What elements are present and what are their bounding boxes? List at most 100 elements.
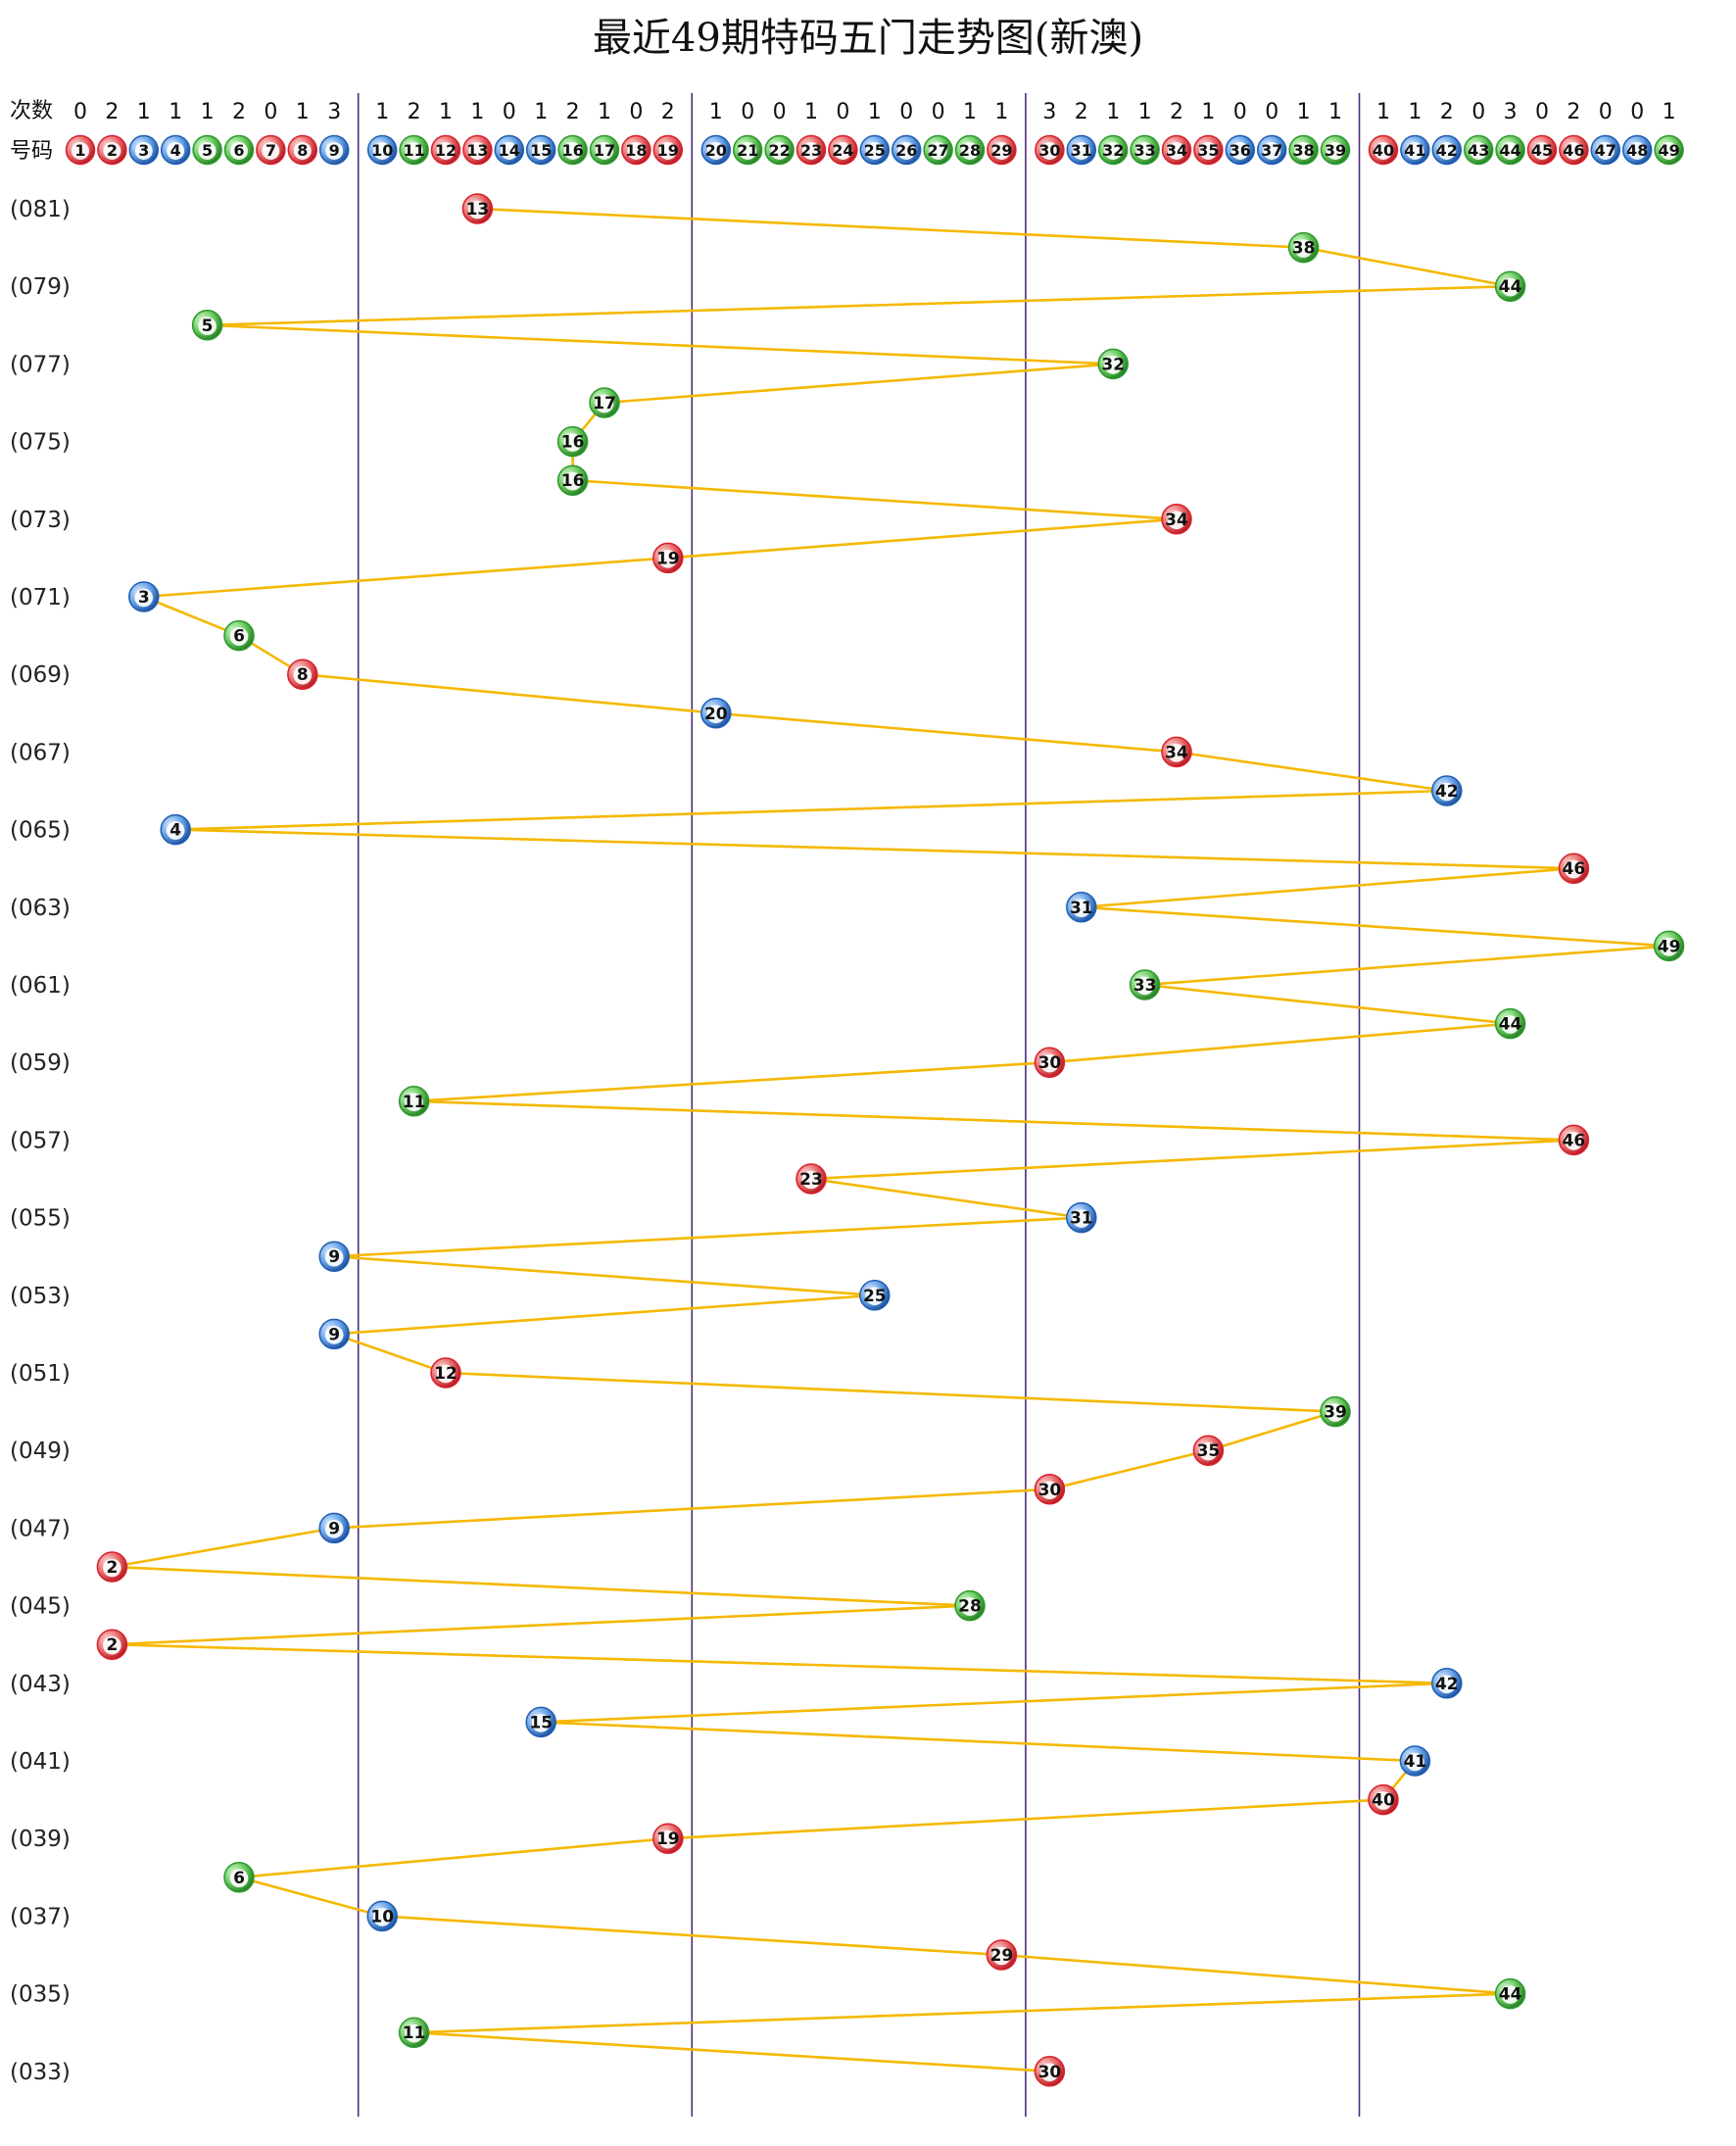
trend-point-label: 11 [403,1093,426,1112]
header-ball-label: 46 [1563,141,1584,160]
header-ball-label: 8 [297,141,308,160]
trend-point-label: 30 [1038,1481,1062,1500]
period-label: (073) [10,508,71,533]
trend-point-face [531,1714,551,1732]
header-ball-face [897,142,916,160]
chart-title: 最近49期特码五门走势图(新澳) [593,16,1143,61]
header-ball: 31 [1066,134,1097,166]
trend-point-face [229,1869,249,1888]
header-ball: 30 [1035,134,1065,166]
trend-point: 44 [1494,270,1526,302]
header-ball-face [1294,142,1313,160]
trend-point: 31 [1066,1201,1097,1234]
header-ball-label: 22 [768,141,790,160]
count-value: 2 [566,100,580,124]
count-value: 1 [470,100,484,124]
trend-point: 38 [1287,231,1320,264]
trend-point-face [1199,1441,1218,1461]
trend-point-label: 2 [106,1558,118,1578]
trend-point-face [1167,511,1186,530]
header-ball-face [134,142,153,160]
count-value: 0 [836,100,849,124]
header-ball: 10 [366,134,398,166]
trend-point-label: 49 [1658,937,1681,956]
count-value: 1 [994,100,1008,124]
header-ball-face [373,142,392,160]
period-label: (057) [10,1128,71,1153]
header-ball-label: 41 [1404,141,1425,160]
header-ball-face [1230,142,1249,160]
count-value: 1 [709,100,723,124]
trend-point-face [1501,1985,1519,2004]
trend-point-face [1374,1791,1393,1810]
count-value: 2 [105,100,119,124]
group-dividers [357,93,1361,2117]
header-ball: 25 [859,134,891,166]
trend-point-face [103,1635,121,1655]
count-value: 3 [1042,100,1056,124]
trend-point-label: 5 [202,317,214,336]
trend-point-label: 19 [656,1829,680,1849]
count-value: 0 [1535,100,1549,124]
trend-point: 32 [1097,348,1129,380]
header-ball-label: 17 [594,141,615,160]
count-value: 1 [1408,100,1422,124]
count-value: 0 [773,100,787,124]
header-ball: 1 [65,134,96,166]
trend-point-face [324,1326,344,1344]
header-ball-label: 19 [657,141,679,160]
header-ball: 34 [1161,134,1192,166]
trend-point-label: 10 [370,1907,394,1927]
header-ball-face [1374,142,1392,160]
trend-point-label: 34 [1165,743,1188,762]
header-ball-face [1199,142,1218,160]
period-label: (035) [10,1982,71,2008]
trend-point-label: 28 [958,1597,982,1617]
trend-point-label: 31 [1070,1209,1093,1229]
header-ball: 17 [589,134,620,166]
header-ball-face [627,142,646,160]
header-ball: 45 [1526,134,1558,166]
count-value: 1 [1106,100,1120,124]
trend-point-label: 9 [328,1247,340,1267]
trend-point-label: 32 [1101,355,1125,374]
period-label: (067) [10,740,71,765]
header-ball: 22 [764,134,795,166]
trend-point-face [372,1908,392,1927]
trend-point: 12 [430,1357,461,1389]
trend-point-label: 15 [529,1713,553,1732]
header-ball: 40 [1368,134,1399,166]
period-label: (081) [10,197,71,222]
header-ball-label: 23 [800,141,822,160]
header-ball-label: 32 [1102,141,1124,160]
header-ball: 39 [1320,134,1351,166]
trend-point-label: 38 [1292,239,1316,259]
period-labels: (081) (079) (077) (075) (073) (071) (069) (067)… [10,197,71,2085]
period-label: (079) [10,274,71,300]
trend-point-label: 6 [233,627,245,647]
count-value: 2 [1170,100,1183,124]
header-ball-label: 49 [1658,141,1679,160]
header-ball: 41 [1400,134,1430,166]
trend-point-label: 41 [1404,1752,1427,1772]
header-ball-face [961,142,979,160]
period-label: (075) [10,430,71,456]
header-ball-face [834,142,852,160]
header-ball-face [865,142,884,160]
trend-point-face [1135,976,1154,996]
trend-point-label: 4 [169,821,181,841]
header-ball: 23 [796,134,827,166]
trend-point: 11 [398,2017,430,2048]
header-ball: 28 [954,134,986,166]
trend-point-face [992,1946,1011,1966]
period-label: (059) [10,1050,71,1076]
header-ball-face [1565,142,1583,160]
trend-point-label: 6 [233,1869,245,1888]
header-ball: 32 [1097,134,1129,166]
count-value: 3 [327,100,341,124]
trend-point-label: 8 [297,665,309,685]
header-ball: 44 [1495,134,1525,166]
header-ball-face [103,142,121,160]
